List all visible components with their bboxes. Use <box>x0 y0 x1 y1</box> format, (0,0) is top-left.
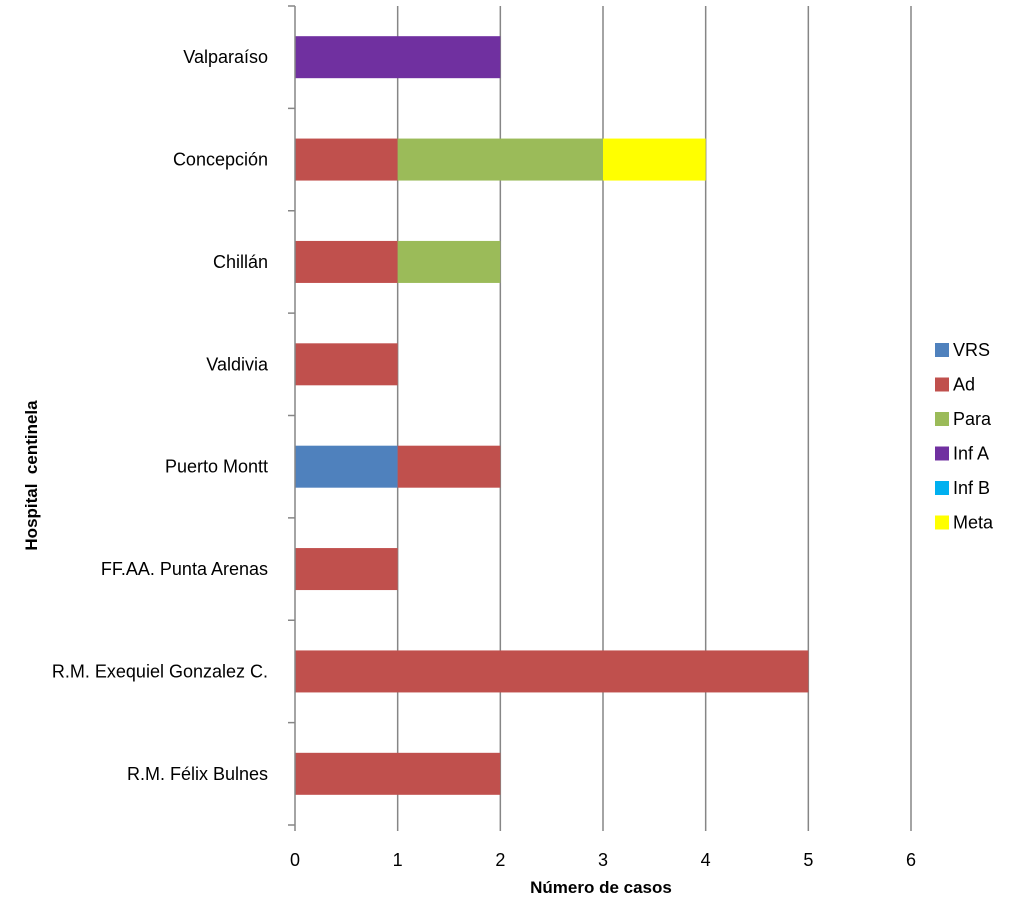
x-tick-label: 2 <box>495 850 505 870</box>
bar-segment-ad <box>295 548 398 591</box>
bar-segment-inf-a <box>295 36 501 79</box>
bar-segment-ad <box>397 445 501 488</box>
y-category-label: Concepción <box>173 150 268 170</box>
bar-segment-ad <box>295 240 398 283</box>
legend-label: Ad <box>953 375 975 395</box>
bar-segment-ad <box>295 138 398 181</box>
y-category-label: R.M. Félix Bulnes <box>127 764 268 784</box>
legend: VRS Ad Para Inf A Inf B Meta <box>935 340 994 533</box>
x-tick-label: 4 <box>701 850 711 870</box>
y-category-label: Puerto Montt <box>165 457 268 477</box>
x-tick-label: 6 <box>906 850 916 870</box>
legend-label: VRS <box>953 340 990 360</box>
y-category-label: FF.AA. Punta Arenas <box>101 559 268 579</box>
bar-segment-meta <box>603 138 706 181</box>
legend-label: Inf B <box>953 478 990 498</box>
bar-segment-para <box>397 240 501 283</box>
x-axis-title: Número de casos <box>530 878 672 897</box>
x-tick-label: 5 <box>803 850 813 870</box>
x-tick-label: 0 <box>290 850 300 870</box>
axes: 0 1 2 3 4 5 6 Valparaíso Concepción Chillán Valdiv… <box>52 5 916 870</box>
x-tick-label: 3 <box>598 850 608 870</box>
legend-label: Meta <box>953 513 994 533</box>
axis-labels: Número de casos Hospital centinela <box>22 400 672 897</box>
legend-swatch <box>935 515 949 530</box>
bar-segment-para <box>397 138 603 181</box>
legend-swatch <box>935 343 949 357</box>
y-category-label: R.M. Exequiel Gonzalez C. <box>52 661 268 681</box>
gridlines <box>396 6 912 825</box>
legend-swatch <box>935 412 949 426</box>
legend-label: Para <box>953 409 992 429</box>
bar-segment-ad <box>295 650 809 693</box>
y-axis-title: Hospital centinela <box>22 400 41 551</box>
bar-segment-vrs <box>295 445 398 488</box>
y-category-label: Chillán <box>213 252 268 272</box>
legend-swatch <box>935 481 949 495</box>
x-tick-label: 1 <box>393 850 403 870</box>
legend-label: Inf A <box>953 444 989 464</box>
bar-segment-ad <box>295 752 501 795</box>
y-category-label: Valparaíso <box>183 47 268 67</box>
legend-swatch <box>935 377 949 392</box>
bar-segment-ad <box>295 343 398 386</box>
bars <box>295 36 809 795</box>
y-category-label: Valdivia <box>206 354 269 374</box>
legend-swatch <box>935 446 949 461</box>
